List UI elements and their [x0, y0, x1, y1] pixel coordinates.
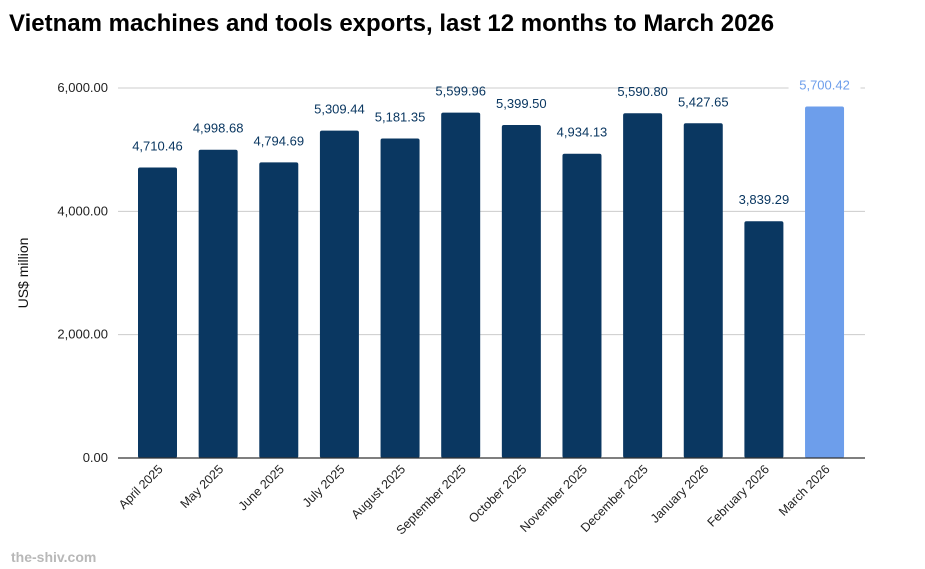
- data-label: 4,710.46: [132, 139, 183, 154]
- y-tick-label: 2,000.00: [57, 327, 108, 342]
- bar: [562, 153, 602, 459]
- bar: [380, 138, 420, 459]
- x-tick-label: June 2025: [236, 462, 287, 513]
- bar: [805, 106, 845, 459]
- bar: [683, 123, 723, 458]
- data-label-background: [788, 77, 861, 94]
- y-tick-label: 6,000.00: [57, 80, 108, 95]
- data-label: 5,700.42: [799, 77, 850, 92]
- bar: [441, 112, 481, 459]
- data-label: 3,839.29: [739, 192, 790, 207]
- y-tick-label: 0.00: [83, 450, 108, 465]
- bar: [501, 125, 541, 459]
- data-label: 5,309.44: [314, 102, 365, 117]
- x-tick-label: May 2025: [178, 462, 227, 511]
- x-tick-label: February 2026: [705, 462, 772, 529]
- y-tick-label: 4,000.00: [57, 203, 108, 218]
- bar: [198, 149, 238, 459]
- x-tick-label: April 2025: [116, 462, 166, 512]
- x-tick-label: January 2026: [648, 462, 711, 525]
- data-label: 5,399.50: [496, 96, 547, 111]
- bar: [319, 130, 359, 458]
- data-label: 4,934.13: [557, 125, 608, 140]
- bar: [744, 221, 784, 458]
- data-label: 5,590.80: [617, 84, 668, 99]
- bar: [623, 113, 663, 458]
- x-tick-label: August 2025: [349, 462, 409, 522]
- y-axis-label: US$ million: [15, 238, 31, 309]
- x-tick-label: July 2025: [300, 462, 348, 510]
- chart-title: Vietnam machines and tools exports, last…: [9, 10, 775, 37]
- data-label: 5,427.65: [678, 94, 729, 109]
- watermark: the-shiv.com: [11, 549, 97, 565]
- x-tick-label: March 2026: [776, 462, 833, 519]
- data-label: 4,998.68: [193, 121, 244, 136]
- x-tick-label: October 2025: [466, 462, 529, 525]
- data-label: 5,599.96: [435, 84, 486, 99]
- data-label: 5,181.35: [375, 109, 426, 124]
- data-label: 4,794.69: [253, 133, 304, 148]
- bar: [138, 167, 177, 458]
- bar: [259, 162, 299, 458]
